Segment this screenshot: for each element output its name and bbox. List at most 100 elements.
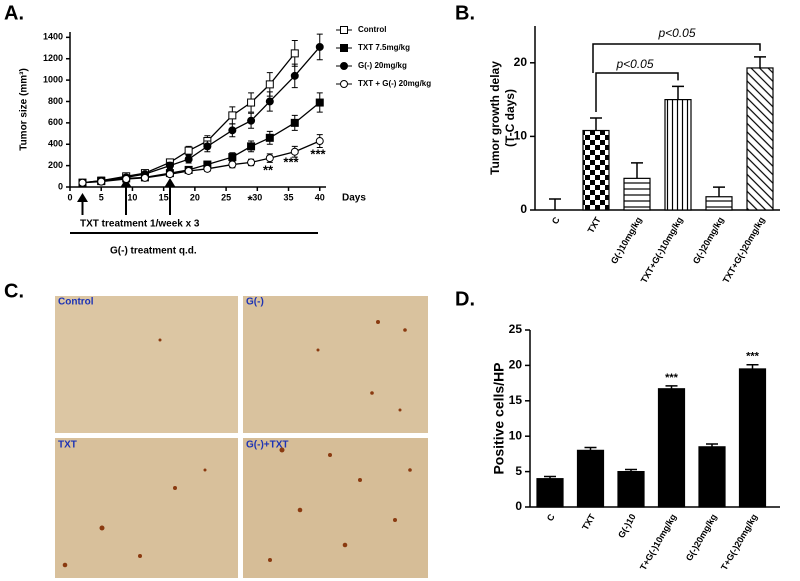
x-tick-label: C — [550, 215, 562, 226]
marker — [315, 98, 324, 107]
marker — [265, 80, 274, 89]
x-tick-label: G(-)20mg/kg — [684, 512, 719, 562]
legend-label: TXT 7.5mg/kg — [358, 43, 410, 52]
panel-label: C. — [4, 280, 24, 302]
micrograph — [243, 296, 428, 433]
x-axis-label: Days — [342, 193, 366, 204]
micrograph — [55, 438, 238, 578]
y-axis-label: Positive cells/HP — [491, 362, 507, 474]
significance: *** — [283, 154, 299, 169]
x-tick-label: TXT — [586, 215, 603, 235]
legend-marker — [340, 62, 348, 70]
significance: * — [247, 192, 253, 207]
x-tick-label: TXT+G(-)20mg/kg — [721, 215, 767, 285]
y-tick-label: 25 — [509, 322, 523, 336]
bar — [623, 177, 651, 211]
y-tick-label: 15 — [509, 393, 523, 407]
x-tick-label: G(-)10mg/kg — [609, 215, 644, 265]
x-tick-label: G(-)10 — [616, 512, 638, 540]
significance: *** — [746, 351, 760, 363]
x-tick-label: 5 — [99, 192, 104, 202]
micrograph-label: Control — [58, 297, 94, 308]
bar — [698, 446, 726, 508]
x-tick-label: 10 — [127, 192, 137, 202]
marker — [165, 161, 174, 170]
error-bar — [590, 117, 602, 131]
x-tick-label: 20 — [190, 192, 200, 202]
micrograph-label: TXT — [58, 440, 77, 451]
x-tick-label: C — [545, 512, 557, 523]
marker — [122, 174, 131, 183]
error-bar — [631, 162, 643, 179]
marker — [228, 126, 237, 135]
marker — [184, 166, 193, 175]
y-tick-label: 0 — [58, 181, 63, 191]
marker — [228, 153, 237, 162]
micrograph-label: G(-)+TXT — [246, 440, 289, 451]
significance: ** — [263, 162, 274, 177]
y-tick-label: 200 — [48, 160, 63, 170]
marker — [290, 49, 299, 58]
x-tick-label: 35 — [284, 192, 294, 202]
error-bar — [544, 475, 556, 479]
marker — [78, 178, 87, 187]
micrograph — [243, 438, 428, 578]
bracket — [592, 43, 761, 73]
y-tick-label: 1200 — [43, 53, 63, 63]
panel-label: A. — [4, 2, 24, 24]
bracket — [595, 72, 679, 112]
micrograph — [55, 296, 238, 433]
x-tick-label: 30 — [252, 192, 262, 202]
p-value: p<0.05 — [615, 57, 653, 71]
x-tick-label: G(-)20mg/kg — [691, 215, 726, 265]
error-bar — [584, 446, 597, 451]
marker — [247, 116, 256, 125]
y-tick-label: 10 — [514, 129, 528, 143]
treatment-label: G(-) treatment q.d. — [110, 246, 197, 257]
marker — [247, 158, 256, 167]
legend-marker — [340, 80, 348, 88]
micrograph-label: G(-) — [246, 297, 264, 308]
y-tick-label: 1000 — [43, 74, 63, 84]
y-tick-label: 800 — [48, 96, 63, 106]
panel-label: B. — [455, 2, 475, 24]
y-tick-label: 20 — [514, 55, 528, 69]
x-tick-label: 15 — [159, 192, 169, 202]
marker — [265, 154, 274, 163]
bar — [617, 471, 645, 508]
y-tick-label: 0 — [520, 202, 527, 216]
treatment-label: TXT treatment 1/week x 3 — [80, 219, 200, 230]
x-tick-label: 25 — [221, 192, 231, 202]
marker — [265, 97, 274, 106]
error-bar — [746, 363, 759, 369]
significance: *** — [310, 146, 326, 161]
x-tick-label: 0 — [67, 192, 72, 202]
bar — [582, 129, 610, 211]
error-bar — [713, 186, 725, 197]
marker — [290, 71, 299, 80]
bar — [746, 67, 774, 211]
bar — [576, 449, 605, 508]
marker — [265, 133, 274, 142]
y-tick-label: 400 — [48, 139, 63, 149]
marker — [247, 98, 256, 107]
error-bar — [549, 198, 561, 210]
error-bar — [754, 56, 766, 68]
series-line — [82, 102, 321, 184]
marker — [203, 142, 212, 151]
marker — [247, 142, 256, 151]
panel-label: D. — [455, 288, 475, 310]
y-tick-label: 0 — [515, 499, 522, 513]
y-tick-label: 600 — [48, 117, 63, 127]
x-tick-label: T+G(-)20mg/kg — [719, 512, 759, 572]
bar — [664, 98, 692, 211]
marker — [184, 155, 193, 164]
marker — [290, 147, 299, 156]
bar — [536, 478, 564, 508]
error-bar — [706, 443, 718, 447]
p-value: p<0.05 — [657, 26, 695, 40]
legend-label: Control — [358, 25, 386, 34]
bar — [738, 368, 767, 508]
y-axis-label: Tumor growth delay — [488, 61, 502, 175]
